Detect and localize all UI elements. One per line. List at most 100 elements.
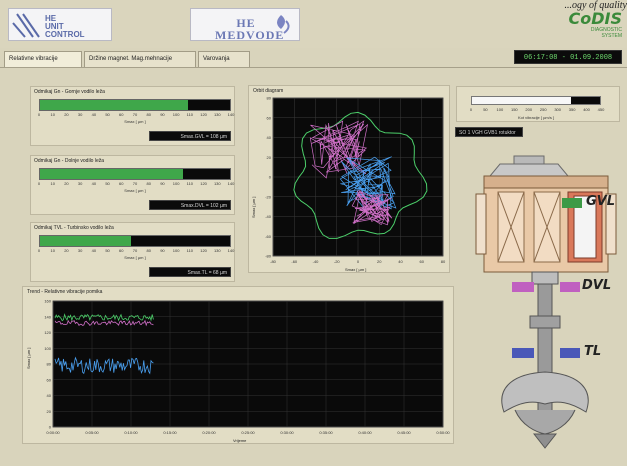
top-gauge-tick-label: 100 <box>496 107 504 112</box>
orbit-x-tick-label: 80 <box>441 259 446 264</box>
turbine-drawing <box>475 155 617 449</box>
gauge-tick-label: 0 <box>37 248 41 253</box>
trend-x-tick-label: 0:20:00 <box>202 430 216 435</box>
orbit-y-tick-label: 0 <box>269 175 272 180</box>
gauge-tick-label: 30 <box>77 181 83 186</box>
gauge-tick-label: 130 <box>213 181 221 186</box>
gauge-axis-label: Smax [ µm ] <box>124 188 146 193</box>
gauge-tick-label: 110 <box>186 112 194 117</box>
gauge-axis-label: Smax [ µm ] <box>124 119 146 124</box>
orbit-limit-curve <box>293 111 428 239</box>
brand-name: CoDIS <box>568 9 623 28</box>
trend-y-tick-label: 100 <box>44 346 51 351</box>
gauge-fill <box>40 236 132 246</box>
gauge-tick-label: 60 <box>119 248 124 253</box>
tab-relative-vibrations[interactable]: Relativne vibracije <box>4 51 82 67</box>
trend-y-tick-label: 80 <box>47 362 52 367</box>
logo-left-text: HE UNIT CONTROL <box>45 14 85 39</box>
gauge-title: Odmikaj TVL - Turbinsko vodilo leža <box>34 225 114 231</box>
gauge-tick-label: 0 <box>37 112 41 117</box>
orbit-y-tick-label: -80 <box>265 254 272 259</box>
orbit-trace <box>339 156 397 211</box>
gauge-track <box>39 168 231 180</box>
top-right-gauge-track <box>471 96 601 105</box>
orbit-plot: -80-80 -60 -60 -40 -40 -20 -20 0 0 20 20 40 40 60 60 80… <box>265 96 446 265</box>
tab-protections[interactable]: Varovanja <box>198 51 250 67</box>
trend-plot: 160 140 120 100 80 60 40 20 00:00:00 0:05:00 0:10:… <box>44 299 450 436</box>
gauge-tick-label: 110 <box>186 181 194 186</box>
trend-y-tick-label: 0 <box>49 425 52 430</box>
gvl-label: GVL <box>586 194 616 209</box>
trend-y-tick-label: 40 <box>47 393 52 398</box>
top-gauge-tick-label: 300 <box>554 107 561 112</box>
logo-right-text: HE MEDVODE <box>215 16 285 42</box>
gauge-title: Odmikaj Gn - Gornje vodilo leža <box>34 89 105 95</box>
gauge-tick-label: 40 <box>91 112 97 117</box>
orbit-x-tick-label: 20 <box>377 259 382 264</box>
orbit-y-tick-label: -60 <box>265 234 272 239</box>
gauge-tick-label: 110 <box>186 248 194 253</box>
orbit-y-tick-label: -40 <box>265 214 272 219</box>
company-logo: HE UNIT CONTROL <box>8 8 112 41</box>
gauge-panel-1: Odmikaj Gn - Dolnje vodilo leža 0 10 20 30 40… <box>30 155 235 215</box>
top-gauge-tick-label: 450 <box>597 107 605 112</box>
orbit-x-tick-label: -80 <box>270 259 277 264</box>
orbit-y-tick-label: 60 <box>267 115 272 120</box>
trend-series-tl <box>54 356 154 375</box>
top-gauge-tick-label: 150 <box>510 107 518 112</box>
orbit-y-tick-label: 20 <box>267 155 272 160</box>
gauge-tick-label: 70 <box>132 181 138 186</box>
top-right-gauge-axis-label: Kot vibracije [ µm/s ] <box>517 115 555 120</box>
top-gauge-tick-label: 200 <box>525 107 533 112</box>
gauge-tick-label: 10 <box>50 181 55 186</box>
status-message: SO 1 VGH GVB1 rotuktor <box>455 127 523 137</box>
orbit-title: Orbit diagram <box>253 88 284 94</box>
gauge-tick-label: 50 <box>105 112 110 117</box>
top-right-gauge-panel: 0 50 100 150 200 250 300 350 400 450 Kot vibracij… <box>456 86 620 122</box>
gauge-readout: Smax.GVL = 108 µm <box>149 131 231 141</box>
gauge-tick-label: 20 <box>64 181 69 186</box>
tab-bar: Relativne vibracije Držine magnet. Mag.m… <box>0 48 627 68</box>
orbit-x-tick-label: -60 <box>291 259 298 264</box>
gauge-tick-label: 30 <box>77 112 83 117</box>
gauge-tick-label: 10 <box>50 248 55 253</box>
top-gauge-tick-label: 250 <box>539 107 547 112</box>
gauge-tick-label: 100 <box>172 181 180 186</box>
trend-series-gvl <box>54 313 154 322</box>
trend-x-tick-label: 0:50:00 <box>436 430 450 435</box>
gauge-tick-label: 80 <box>146 112 151 117</box>
gauge-ticks: 0 10 20 30 40 50 60 70 80 90 100 110 120 130 140 <box>38 181 234 190</box>
gauge-tick-label: 40 <box>91 248 97 253</box>
gauge-tick-label: 20 <box>64 112 69 117</box>
gauge-ticks: 0 10 20 30 40 50 60 70 80 90 100 110 120 130 140 <box>37 248 234 257</box>
orbit-trace <box>351 189 393 226</box>
header: HE UNIT CONTROL HE MEDVODE ...ogy of qua… <box>0 0 627 48</box>
gauge-fill <box>40 100 189 110</box>
trend-x-tick-label: 0:35:00 <box>319 430 333 435</box>
tab-magnet-bearings[interactable]: Držine magnet. Mag.mehnacije <box>84 51 196 67</box>
trend-y-tick-label: 20 <box>47 409 52 414</box>
hpp-logo: HE MEDVODE <box>190 8 300 41</box>
gauge-panel-2: Odmikaj TVL - Turbinsko vodilo leža 0 10 20… <box>30 222 235 282</box>
gauge-tick-label: 10 <box>50 112 55 117</box>
orbit-panel: Orbit diagram -80 -80 -60 -60 -40 -40 -20 -20 0 0… <box>248 85 450 273</box>
gauge-axis-label: Smax [ µm ] <box>124 255 146 260</box>
gauge-ticks: 0 10 20 30 40 50 60 70 80 90 100 110 120 130 140 <box>37 112 234 121</box>
trend-x-tick-label: 0:30:00 <box>280 430 294 435</box>
gauge-tick-label: 70 <box>132 112 138 117</box>
gauge-tick-label: 100 <box>172 112 180 117</box>
banner-tagline: ...ogy of quality <box>564 0 627 11</box>
brand-sub-2: SYSTEM <box>601 33 622 39</box>
top-right-gauge-fill <box>570 97 600 104</box>
trend-x-tick-label: 0:05:00 <box>85 430 99 435</box>
trend-y-tick-label: 160 <box>44 299 51 304</box>
gauge-tick-label: 140 <box>227 181 235 186</box>
orbit-y-tick-label: 80 <box>267 96 272 101</box>
top-gauge-tick-label: 0 <box>469 107 473 112</box>
trend-title: Trend - Relativne vibracije pomika <box>27 289 103 295</box>
trend-x-axis-label: Vrijeme <box>233 438 247 443</box>
top-gauge-tick-label: 350 <box>568 107 576 112</box>
gauge-tick-label: 90 <box>160 112 165 117</box>
top-gauge-tick-label: 400 <box>583 107 590 112</box>
trend-x-tick-label: 0:45:00 <box>397 430 411 435</box>
